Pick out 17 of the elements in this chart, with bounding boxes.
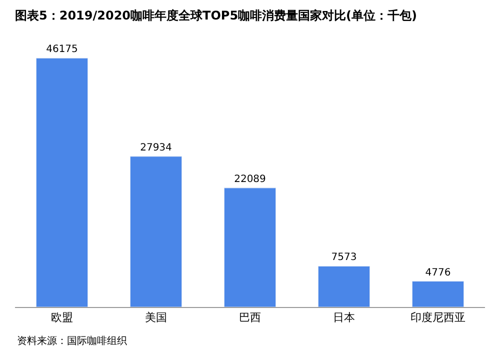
text: 资料来源：国际咖啡组织 bbox=[17, 335, 127, 347]
bar bbox=[412, 281, 464, 307]
x-tick-label: 美国 bbox=[145, 311, 167, 324]
bar bbox=[130, 156, 182, 307]
x-tick-label: 巴西 bbox=[239, 311, 261, 324]
x-tick-label: 日本 bbox=[333, 311, 355, 324]
data-label: 27934 bbox=[140, 142, 172, 154]
chart-title: 图表5：2019/2020咖啡年度全球TOP5咖啡消费量国家对比(单位：千包) bbox=[15, 8, 418, 22]
data-label: 7573 bbox=[331, 252, 357, 264]
x-tick-label: 印度尼西亚 bbox=[410, 311, 466, 324]
data-label: 46175 bbox=[46, 44, 78, 56]
bar bbox=[224, 188, 276, 307]
data-label: 4776 bbox=[425, 267, 451, 278]
bar bbox=[36, 58, 88, 307]
data-label: 22089 bbox=[234, 174, 266, 185]
bar bbox=[318, 266, 370, 307]
x-tick-label: 欧盟 bbox=[51, 311, 73, 324]
